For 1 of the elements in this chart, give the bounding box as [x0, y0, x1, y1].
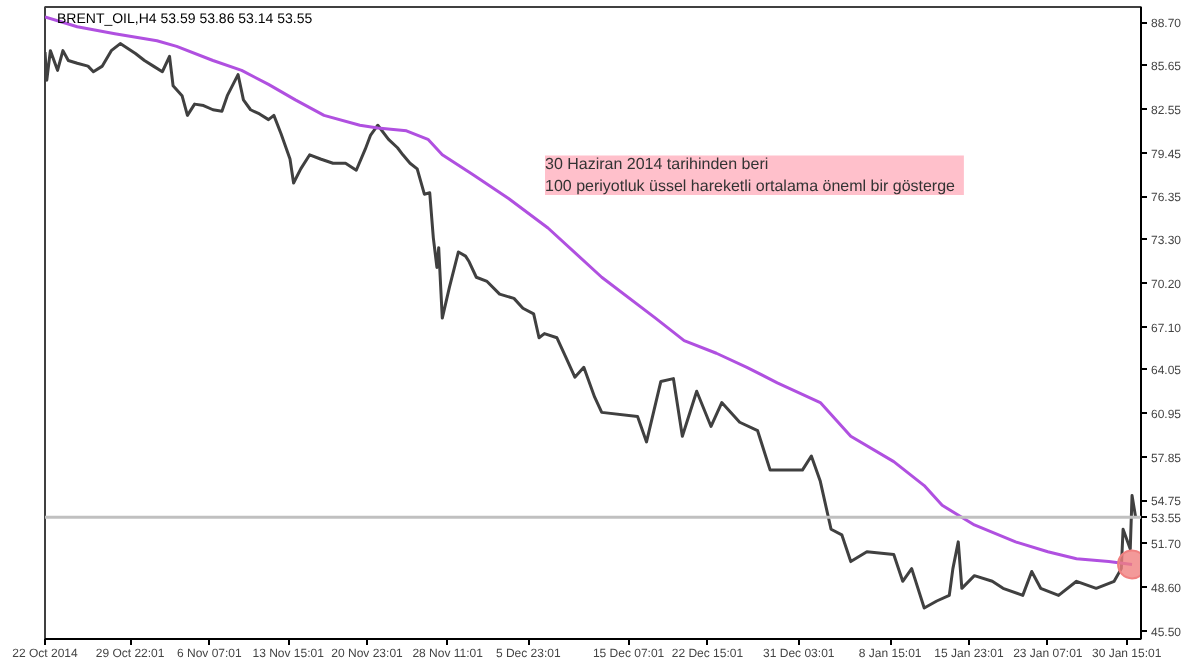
annotation: 30 Haziran 2014 tarihinden beri 100 periyotluk üssel hareketli ortalama öneml bir gösterge — [545, 155, 957, 195]
